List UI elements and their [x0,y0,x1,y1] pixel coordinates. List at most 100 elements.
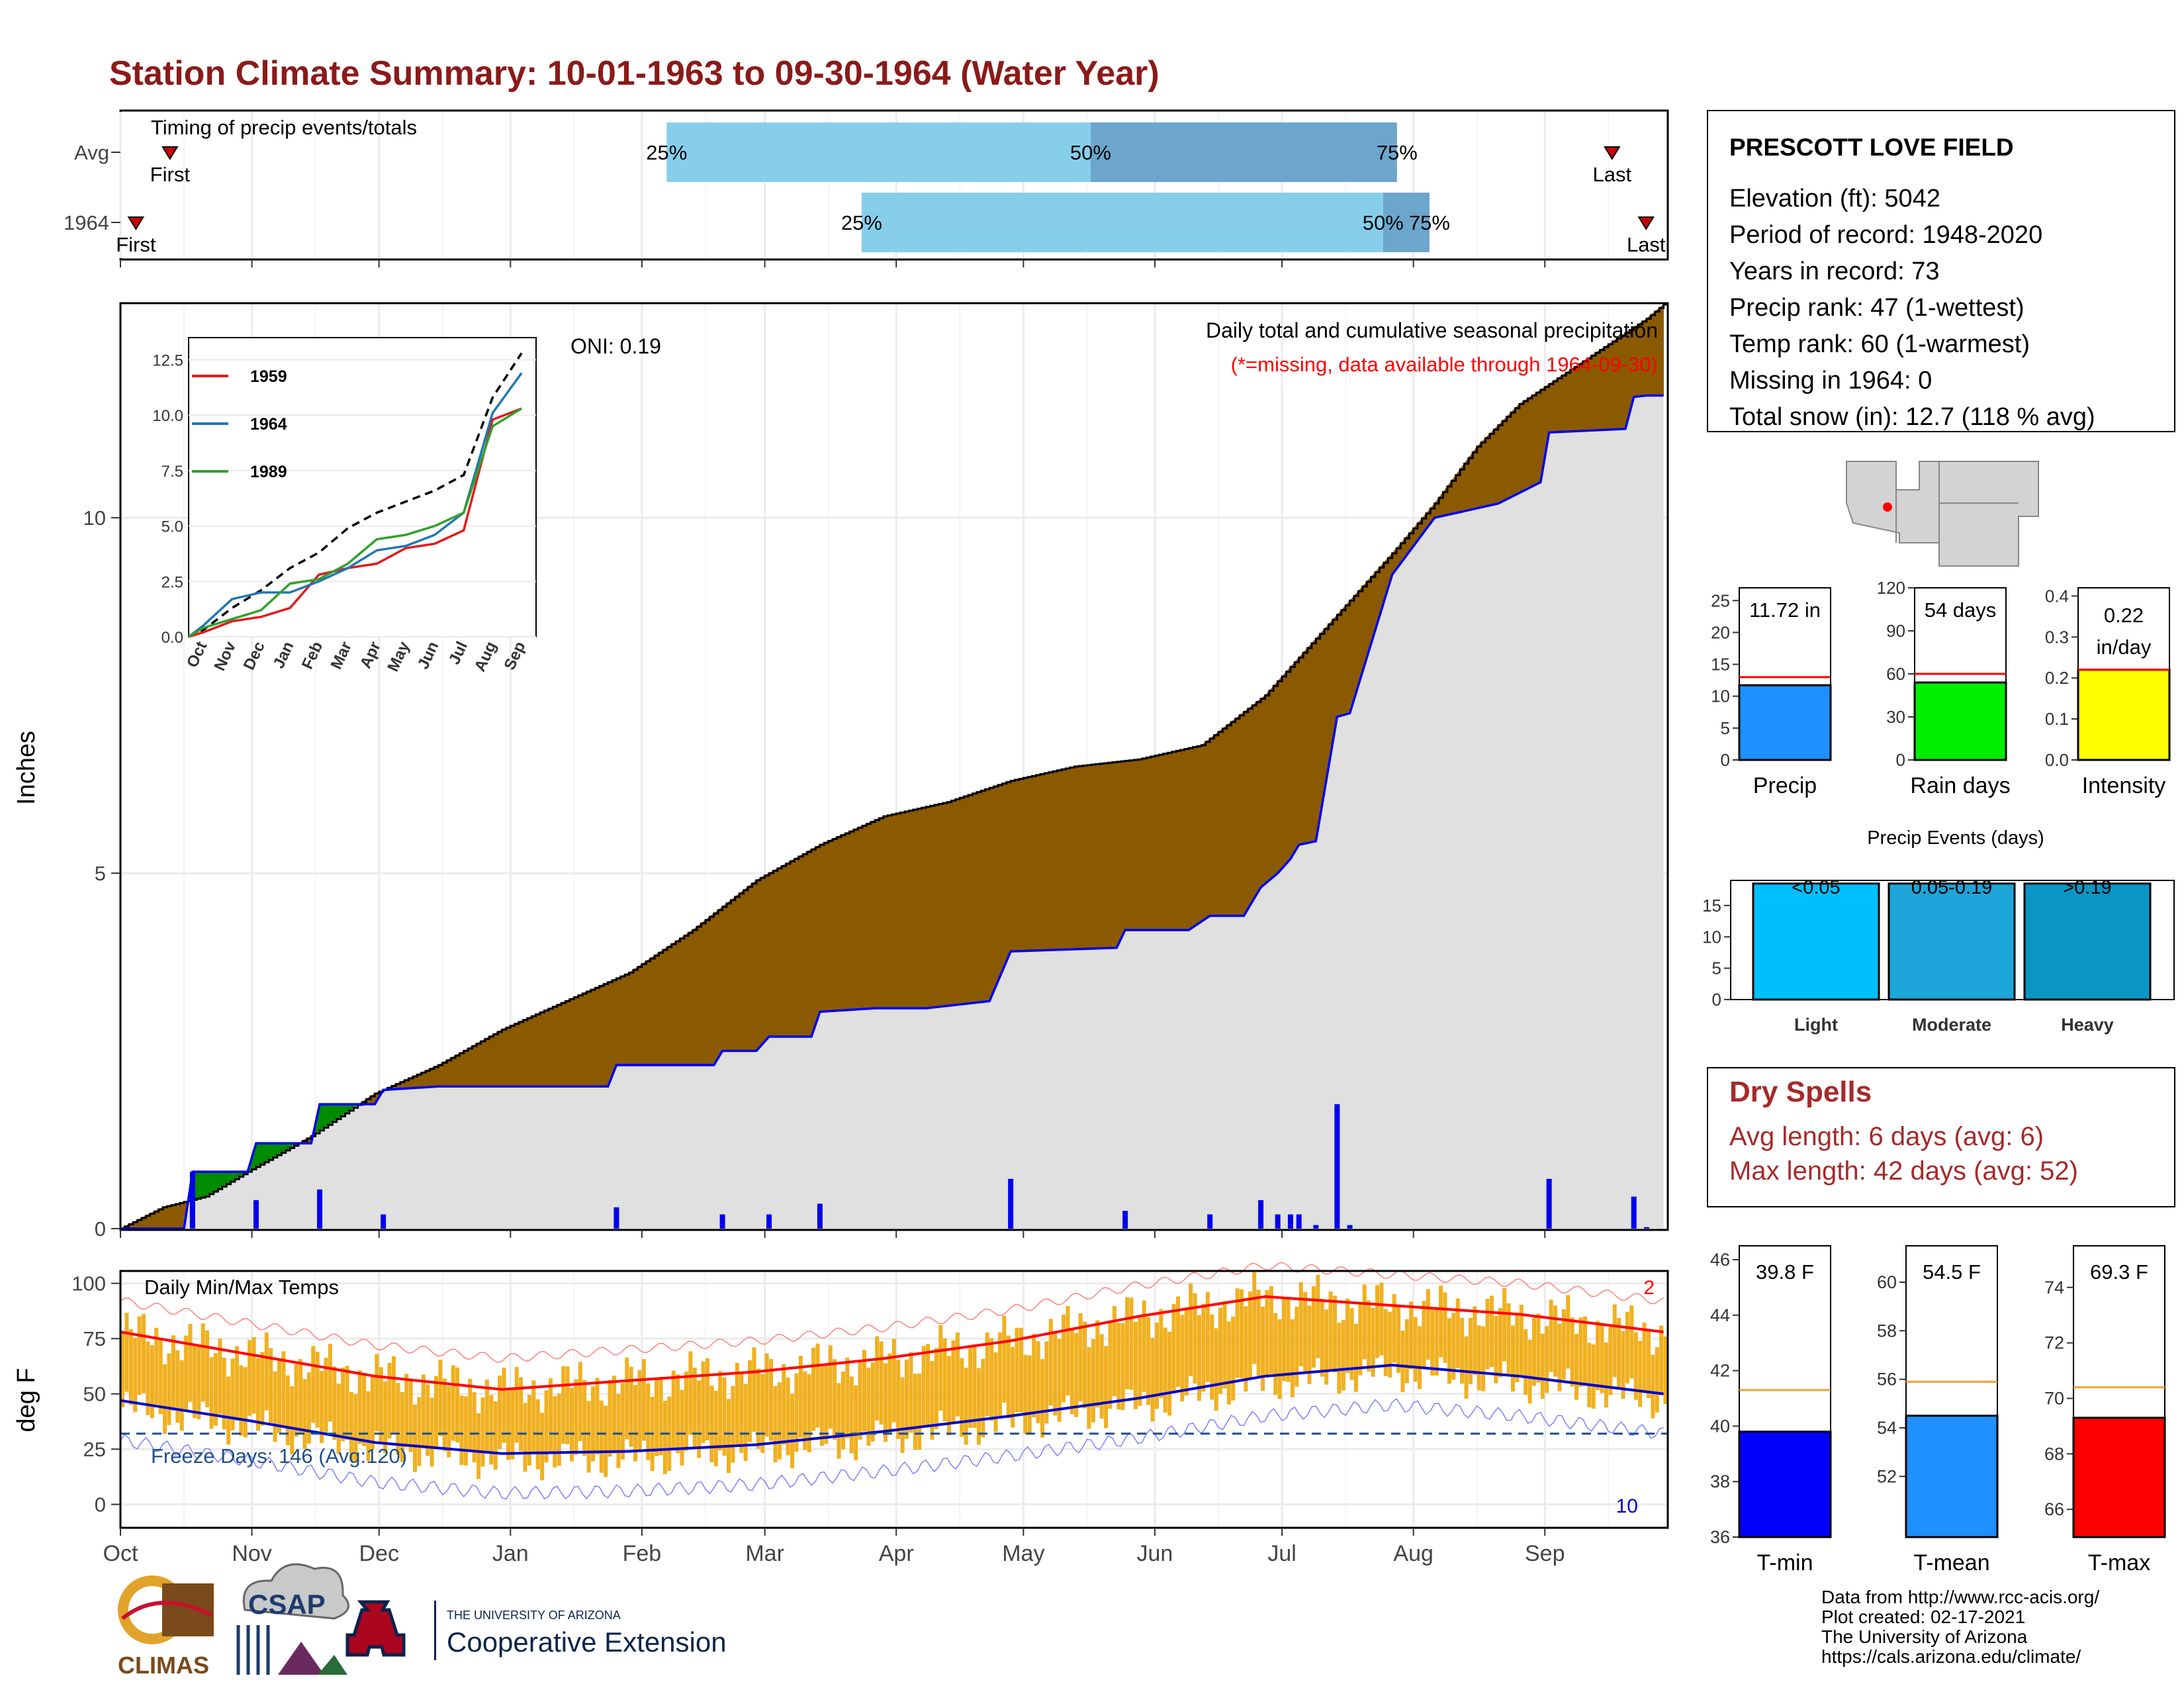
month-label-jun: Jun [1137,1541,1173,1566]
daily-temp-bar [498,1376,502,1450]
daily-temp-bar [1642,1322,1647,1393]
daily-precip-bar [719,1214,725,1229]
events-bar-light [1752,882,1880,1001]
cumulative-departure-band [1184,747,1189,931]
csap-logo-text: CSAP [248,1589,326,1620]
daily-temp-bar [531,1380,536,1454]
mini-bar-value-label: 0.22 [2104,604,2144,627]
daily-temp-bar [510,1387,515,1460]
daily-temp-bar [718,1370,723,1451]
timing-bar-50-75 [1090,122,1397,182]
temp-bar-ytick: 68 [2044,1444,2064,1464]
daily-temp-bar [794,1373,799,1452]
month-label-oct: Oct [103,1541,138,1566]
cumulative-departure-band [1142,757,1147,931]
daily-temp-bar [1269,1286,1273,1374]
events-category-label: Heavy [2061,1015,2114,1035]
precip-events-title: Precip Events (days) [1867,827,2044,849]
cumulative-departure-band [1506,412,1512,500]
daily-temp-bar [561,1366,566,1444]
daily-temp-bar [430,1397,434,1467]
daily-temp-bar [336,1383,341,1454]
cumulative-departure-band [603,982,609,1087]
daily-temp-bar [815,1343,820,1428]
cumulative-departure-band [874,818,880,1009]
daily-temp-bar [1078,1313,1083,1402]
inset-ytick-label: 0.0 [161,629,183,647]
month-label-apr: Apr [879,1541,914,1566]
timing-last-marker [1637,216,1655,230]
cumulative-departure-band [565,998,570,1087]
daily-temp-bar [1104,1346,1109,1429]
daily-temp-bar [315,1352,320,1428]
daily-temp-bar [167,1353,171,1425]
cumulative-departure-band [514,1021,520,1087]
daily-temp-bar [1256,1289,1261,1378]
events-bin-label: 0.05-0.19 [1911,877,1993,898]
daily-temp-bar [298,1359,303,1433]
daily-temp-bar [396,1383,400,1455]
cumulative-departure-band [1659,304,1664,396]
daily-temp-bar [226,1376,231,1445]
credit-line: Data from http://www.rcc-acis.org/ [1821,1587,2099,1607]
daily-temp-bar [255,1358,260,1431]
daily-temp-bar [1201,1303,1206,1392]
cumulative-departure-band [730,896,736,1051]
daily-precip-bar [317,1189,323,1229]
cumulative-departure-band [1269,685,1274,881]
daily-temp-bar [442,1378,447,1452]
daily-temp-bar [137,1316,142,1395]
cumulative-departure-band [319,1103,324,1131]
daily-temp-bar [1133,1321,1138,1409]
daily-temp-bar [604,1405,608,1477]
mini-bar-value-unit: in/day [2097,635,2152,659]
daily-precip-bar [1347,1225,1353,1229]
daily-temp-bar [133,1338,138,1413]
timing-p25-label: 25% [841,211,882,234]
daily-temp-bar [451,1365,455,1441]
daily-temp-bar [366,1391,371,1461]
daily-temp-bar [1464,1336,1469,1399]
cumulative-departure-band [1320,628,1325,817]
cumulative-departure-band [696,923,702,1066]
temp-bar-value-label: 39.8 F [1756,1260,1814,1284]
cumulative-departure-band [637,963,643,1066]
cumulative-departure-band [1061,768,1066,951]
daily-temp-bar [1434,1308,1439,1376]
daily-temp-bar [586,1401,591,1473]
cumulative-departure-band [883,815,888,1009]
cumulative-departure-band [1031,774,1036,951]
cumulative-departure-band [1519,400,1524,494]
mini-bar-ytick: 90 [1886,621,1905,641]
cumulative-departure-band [662,947,668,1066]
cumulative-departure-band [1214,731,1219,916]
cumulative-departure-band [1265,690,1270,885]
daily-temp-bar [260,1352,265,1426]
daily-temp-bar [269,1348,273,1423]
cumulative-departure-band [717,906,723,1059]
daily-temp-bar [1468,1318,1473,1385]
cumulative-departure-band [1001,782,1007,972]
cumulative-departure-band [879,816,884,1009]
daily-temp-bar [1600,1325,1604,1393]
daily-temp-bar [1231,1316,1236,1401]
daily-temp-bar [1295,1307,1299,1387]
daily-temp-bar [942,1338,947,1422]
daily-temp-bar [582,1380,587,1456]
cumulative-departure-band [578,993,583,1087]
temp-bar-ytick: 42 [1710,1361,1730,1381]
mini-bar-value [2077,669,2171,761]
cumulative-departure-band [760,874,766,1047]
ua-cooperative-extension: Cooperative Extension [447,1626,727,1658]
daily-temp-bar [175,1350,180,1423]
daily-temp-bar [1307,1305,1312,1384]
cumulative-departure-band [1124,760,1130,931]
temp-bar-ytick: 38 [1710,1472,1730,1491]
daily-temp-bar [455,1367,460,1443]
daily-temp-bar [1591,1344,1596,1409]
daily-temp-bar [1214,1328,1218,1411]
events-ytick: 15 [1702,896,1721,915]
cumulative-departure-band [786,861,791,1037]
daily-temp-bar [1040,1359,1044,1438]
